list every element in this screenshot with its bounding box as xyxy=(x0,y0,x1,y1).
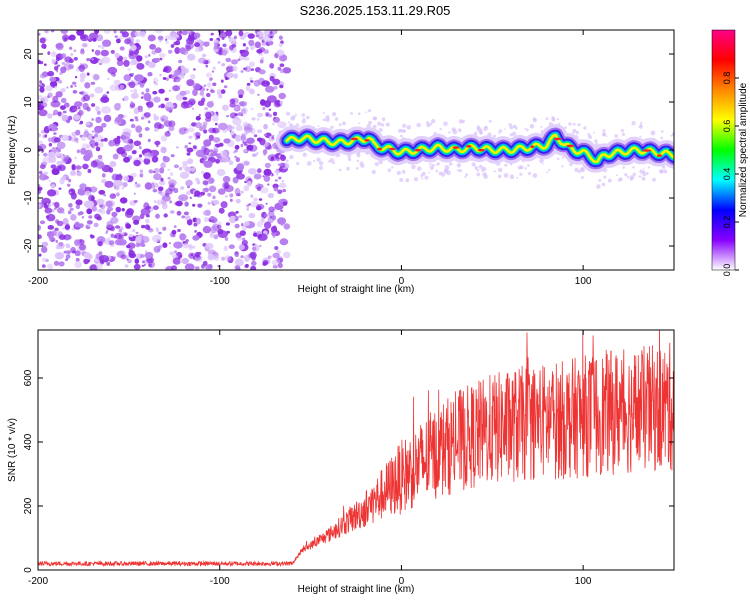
snr-line xyxy=(38,330,674,568)
spectrogram-y-label: Frequency (Hz) xyxy=(7,116,18,185)
colorbar-tick-label: 0.4 xyxy=(722,168,732,181)
spectrogram-x-tick-label: 100 xyxy=(575,276,592,287)
snr-x-tick-label: 100 xyxy=(575,576,592,587)
snr-x-tick-label: -100 xyxy=(210,576,230,587)
snr-x-tick-label: 0 xyxy=(399,576,405,587)
spectrogram-x-tick-label: -100 xyxy=(210,276,230,287)
spectrogram-y-tick-label: 0 xyxy=(23,147,34,153)
spectrogram-y-tick-label: 20 xyxy=(23,48,34,60)
spectrogram-x-ticks: -200 -100 0 100 xyxy=(28,30,592,287)
snr-y-tick-label: 600 xyxy=(23,369,34,386)
snr-data xyxy=(38,330,674,568)
snr-y-label: SNR (10 * v/v) xyxy=(7,418,18,482)
spectrogram-y-tick-label: -20 xyxy=(23,238,34,253)
spectrogram-data xyxy=(38,30,674,270)
colorbar-label: Normalized spectral amplitude xyxy=(738,82,749,217)
colorbar: 0.0 0.2 0.4 0.6 0.8 Normalized spectral ampl… xyxy=(711,29,749,277)
spectrogram-y-ticks: -20 -10 0 10 20 xyxy=(23,48,674,253)
spectrogram-y-tick-label: -10 xyxy=(23,190,34,205)
spectrogram-x-tick-label: 0 xyxy=(399,276,405,287)
snr-y-tick-label: 0 xyxy=(23,567,34,573)
snr-y-tick-label: 200 xyxy=(23,497,34,514)
snr-frame xyxy=(37,329,675,571)
ridge-hotspots xyxy=(350,137,663,157)
snr-panel: -200 -100 0 100 0 200 400 600 Height of straig… xyxy=(7,329,675,595)
spectrogram-x-tick-label: -200 xyxy=(28,276,48,287)
colorbar-tick-label: 0.8 xyxy=(722,72,732,85)
noise-speckle xyxy=(38,30,292,270)
snr-y-tick-label: 400 xyxy=(23,433,34,450)
colorbar-tick-label: 0.2 xyxy=(722,216,732,229)
colorbar-tick-label: 0.6 xyxy=(722,120,732,133)
spectrogram-x-label: Height of straight line (km) xyxy=(298,284,415,295)
colorbar-tick-label: 0.0 xyxy=(722,264,732,277)
colorbar-gradient xyxy=(711,29,736,271)
snr-x-ticks: -200 -100 0 100 xyxy=(28,330,592,587)
snr-x-tick-label: -200 xyxy=(28,576,48,587)
colorbar-ticks: 0.0 0.2 0.4 0.6 0.8 xyxy=(722,72,739,277)
snr-x-label: Height of straight line (km) xyxy=(298,584,415,595)
spectrogram-y-tick-label: 10 xyxy=(23,96,34,108)
snr-y-ticks: 0 200 400 600 xyxy=(23,369,674,573)
figure-title: S236.2025.153.11.29.R05 xyxy=(300,3,451,18)
